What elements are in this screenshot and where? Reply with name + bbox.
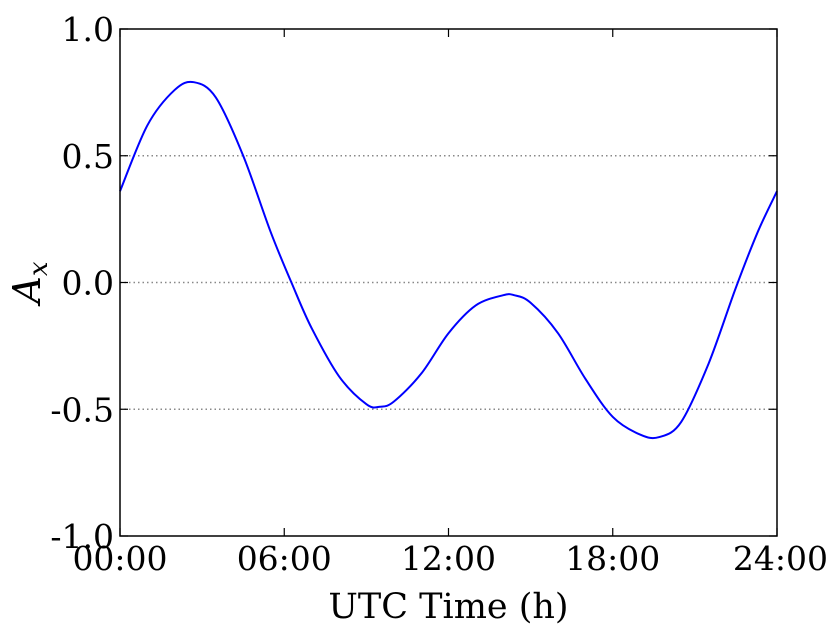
y-tick-label: -1.0 [50,517,114,556]
x-tick-label: 00:00 [72,539,167,578]
x-tick-label: 12:00 [401,539,496,578]
x-axis-title: UTC Time (h) [328,587,568,627]
y-axis-title-subscript: x [24,261,54,276]
x-tick-label: 18:00 [565,539,660,578]
y-axis-title: Ax [5,261,54,306]
x-tick-label: 06:00 [237,539,332,578]
grid-lines [120,155,777,410]
y-tick-label: 1.0 [62,10,114,49]
axis-ticks [119,28,778,537]
series-layer [119,80,778,440]
x-tick-label: 24:00 [733,539,828,578]
x-tick-labels: 00:00 06:00 12:00 18:00 24:00 [72,539,828,578]
y-tick-labels: 1.0 0.5 0.0 -0.5 -1.0 [50,10,114,556]
y-axis-title-main: A [5,276,49,306]
series-line-0 [119,80,778,440]
y-tick-label: -0.5 [50,390,114,429]
y-tick-label: 0.5 [62,137,114,176]
y-tick-label: 0.0 [62,264,114,303]
